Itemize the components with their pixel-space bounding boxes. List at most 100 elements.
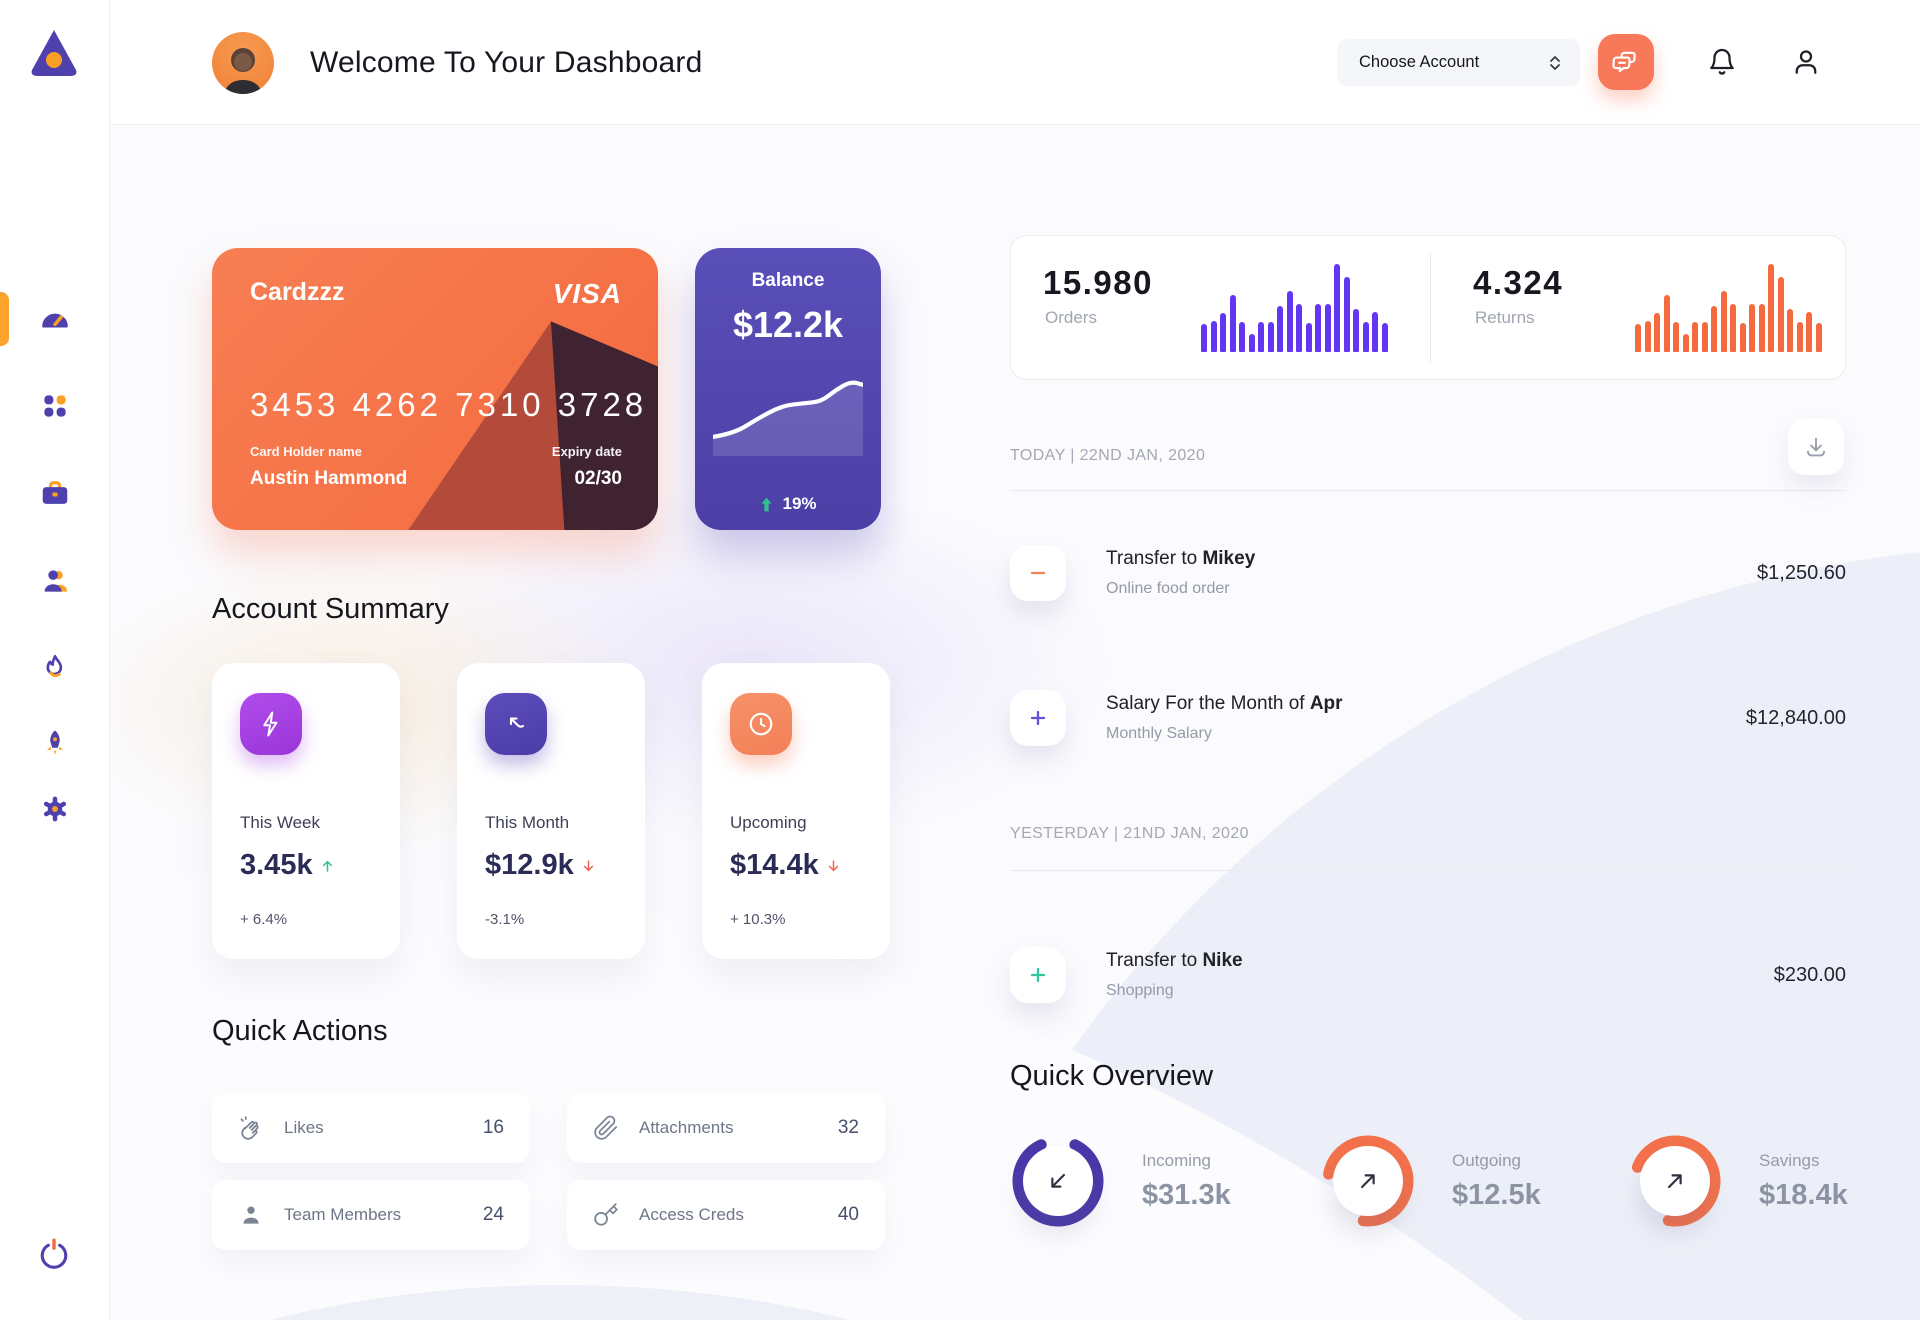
user-avatar[interactable] [212, 32, 274, 94]
sidebar-item-work[interactable] [37, 475, 73, 511]
sidebar-item-users[interactable] [37, 563, 73, 599]
summary-card-this-week: This Week 3.45k + 6.4% [212, 663, 400, 959]
savings-ring-inner [1640, 1146, 1710, 1216]
overview-text: Savings $18.4k [1759, 1151, 1848, 1212]
sidebar-active-indicator [0, 292, 9, 346]
transaction-text: Transfer to Mikey Online food order [1106, 548, 1757, 598]
sidebar [0, 0, 110, 1320]
download-statement-button[interactable] [1788, 419, 1844, 475]
summary-value: $14.4k [730, 849, 841, 882]
paperclip-icon [594, 1115, 618, 1140]
quick-action-attachments[interactable]: Attachments 32 [567, 1093, 885, 1163]
yesterday-divider [1010, 870, 1846, 871]
orders-returns-card: 15.980 Orders 4.324 Returns [1010, 235, 1846, 380]
overview-text: Outgoing $12.5k [1452, 1151, 1541, 1212]
download-icon [1807, 437, 1825, 457]
choose-account-label: Choose Account [1359, 53, 1480, 71]
overview-label: Outgoing [1452, 1150, 1521, 1170]
quick-actions-title: Quick Actions [212, 1015, 388, 1047]
balance-amount: $12.2k [732, 304, 844, 345]
orders-label: Orders [1045, 308, 1097, 327]
outgoing-ring [1320, 1133, 1416, 1229]
gear-icon [43, 796, 67, 822]
page-title: Welcome To Your Dashboard [310, 46, 703, 79]
yesterday-date-header: YESTERDAY | 21ND JAN, 2020 [1010, 825, 1249, 842]
triangle-logo-icon [31, 30, 77, 76]
briefcase-icon [42, 481, 68, 504]
savings-ring [1627, 1133, 1723, 1229]
returns-value: 4.324 [1473, 264, 1564, 301]
sidebar-item-apps[interactable] [37, 388, 73, 424]
card-number: 3453 4262 7310 3728 [250, 386, 648, 423]
overview-label: Incoming [1142, 1150, 1211, 1170]
summary-label: This Week [240, 813, 320, 832]
topbar: Welcome To Your Dashboard Choose Account [110, 0, 1920, 125]
today-date-header: TODAY | 22ND JAN, 2020 [1010, 447, 1206, 464]
balance-change-value: 19% [782, 494, 817, 513]
app-logo[interactable] [26, 26, 82, 80]
logout-power-button[interactable] [37, 1236, 73, 1272]
person-outline-icon [1795, 50, 1817, 74]
choose-account-dropdown[interactable]: Choose Account [1337, 39, 1580, 86]
messages-button[interactable] [1598, 34, 1654, 90]
sidebar-item-settings[interactable] [37, 791, 73, 827]
quick-action-label: Likes [284, 1118, 324, 1137]
summary-value: $12.9k [485, 849, 596, 882]
orders-value: 15.980 [1043, 264, 1153, 301]
transaction-title: Transfer to Nike [1106, 950, 1243, 971]
summary-value: 3.45k [240, 849, 335, 882]
transaction-amount: $1,250.60 [1757, 561, 1846, 584]
trend-down-icon [828, 859, 838, 871]
outgoing-ring-inner [1333, 1146, 1403, 1216]
sidebar-item-launch[interactable] [37, 725, 73, 761]
arrow-up-green-icon [761, 497, 772, 511]
overview-value: $31.3k [1142, 1178, 1231, 1211]
overview-text: Incoming $31.3k [1142, 1151, 1231, 1212]
quick-action-label: Attachments [639, 1118, 734, 1137]
quick-action-likes[interactable]: Likes 16 [212, 1093, 530, 1163]
overview-outgoing: Outgoing $12.5k [1320, 1133, 1541, 1229]
overview-value: $12.5k [1452, 1178, 1541, 1211]
summary-label: Upcoming [730, 813, 807, 832]
quick-action-access-creds[interactable]: Access Creds 40 [567, 1180, 885, 1250]
member-icon [243, 1206, 259, 1224]
clap-icon [240, 1116, 259, 1140]
summary-delta: + 10.3% [730, 911, 786, 928]
bell-icon [1710, 48, 1734, 75]
overview-savings: Savings $18.4k [1627, 1133, 1848, 1229]
sidebar-item-trending[interactable] [37, 650, 73, 686]
chevron-up-down-icon [1550, 55, 1560, 70]
balance-label: Balance [751, 270, 825, 291]
lightning-icon [240, 693, 302, 755]
summary-card-this-month: This Month $12.9k -3.1% [457, 663, 645, 959]
transaction-row-salary[interactable]: Salary For the Month of Apr Monthly Sala… [1010, 690, 1846, 746]
sidebar-item-dashboard[interactable] [37, 301, 73, 337]
clock-icon [730, 693, 792, 755]
overview-label: Savings [1759, 1150, 1820, 1170]
balance-sparkline [713, 380, 863, 456]
transaction-subtitle: Monthly Salary [1106, 725, 1212, 742]
quick-action-label: Team Members [284, 1205, 402, 1224]
transaction-amount: $230.00 [1773, 963, 1846, 986]
flame-icon [46, 654, 63, 678]
transaction-row-mikey[interactable]: Transfer to Mikey Online food order $1,2… [1010, 545, 1846, 601]
card-name: Cardzzz [250, 278, 345, 306]
profile-button[interactable] [1790, 46, 1822, 78]
trend-down-icon [583, 859, 593, 871]
incoming-ring [1010, 1133, 1106, 1229]
transaction-text: Transfer to Nike Shopping [1106, 950, 1774, 1000]
quick-action-count: 40 [837, 1204, 859, 1225]
notifications-button[interactable] [1706, 46, 1738, 78]
quick-action-team-members[interactable]: Team Members 24 [212, 1180, 530, 1250]
transaction-row-nike[interactable]: Transfer to Nike Shopping $230.00 [1010, 947, 1846, 1003]
balance-card: Balance $12.2k 19% [695, 248, 881, 530]
today-divider [1010, 490, 1846, 491]
orders-bar-chart [1201, 260, 1388, 352]
transaction-subtitle: Shopping [1106, 982, 1174, 999]
transaction-text: Salary For the Month of Apr Monthly Sala… [1106, 693, 1746, 743]
incoming-ring-inner [1023, 1146, 1093, 1216]
trend-up-icon [322, 860, 332, 872]
quick-action-label: Access Creds [639, 1205, 744, 1224]
quick-action-count: 16 [482, 1117, 504, 1138]
